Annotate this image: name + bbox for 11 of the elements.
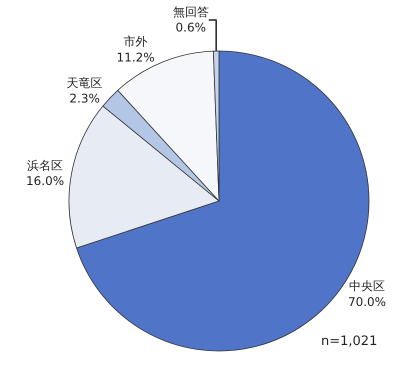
slice-label: 無回答 <box>172 5 209 20</box>
text: n=1,021 <box>321 334 378 349</box>
data-label: 11.2% <box>116 50 155 64</box>
slice-label: 市外 <box>124 34 148 49</box>
data-label: 16.0% <box>26 174 64 188</box>
data-label: 0.6% <box>176 20 206 35</box>
data-label: 2.3% <box>69 92 100 106</box>
slice-label: 天竜区 <box>66 76 103 90</box>
data-label: 70.0% <box>348 294 386 309</box>
slice-label: 浜名区 <box>27 158 64 172</box>
slice-label: 中央区 <box>349 279 386 294</box>
